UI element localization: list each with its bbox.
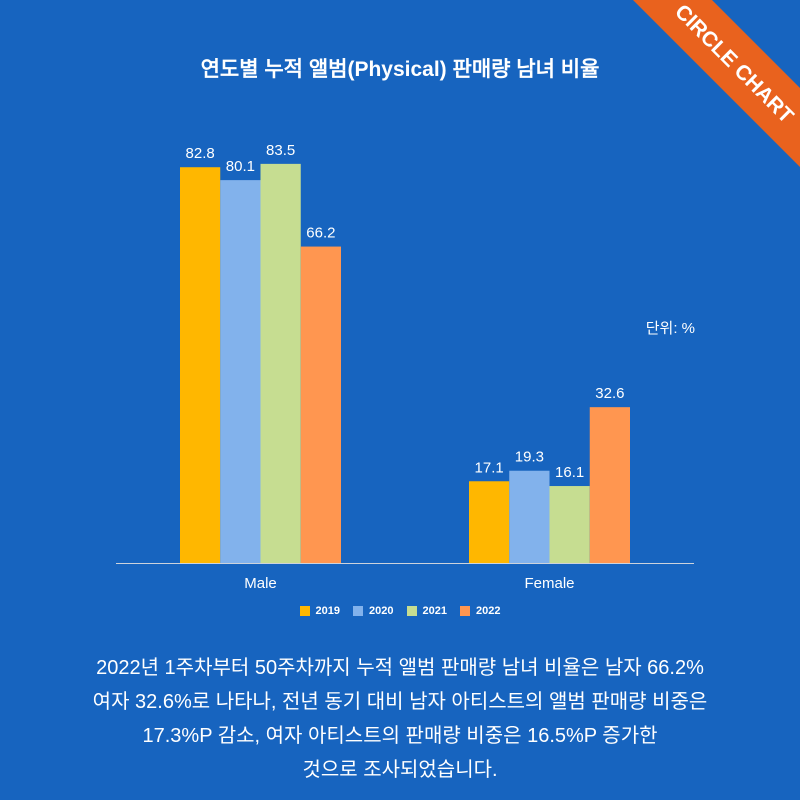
unit-label: 단위: % bbox=[646, 320, 695, 337]
legend-item-2020: 2020 bbox=[353, 604, 394, 618]
bar-male-2020 bbox=[220, 180, 261, 563]
data-label-male-2019: 82.8 bbox=[186, 145, 215, 162]
bar-male-2021 bbox=[260, 163, 301, 563]
legend-item-2021: 2021 bbox=[406, 604, 447, 618]
summary-line-1: 2022년 1주차부터 50주차까지 누적 앨범 판매량 남녀 비율은 남자 6… bbox=[96, 657, 704, 679]
data-label-male-2022: 66.2 bbox=[306, 225, 335, 242]
data-label-male-2021: 83.5 bbox=[266, 142, 295, 159]
summary-line-3: 17.3%P 감소, 여자 아티스트의 판매량 비중은 16.5%P 증가한 bbox=[142, 725, 658, 747]
bar-female-2019 bbox=[469, 481, 510, 563]
legend-label-2020: 2020 bbox=[369, 605, 394, 617]
chart-legend: 2019 2020 2021 2022 bbox=[0, 604, 800, 618]
x-tick-label-male: Male bbox=[244, 575, 277, 592]
data-label-male-2020: 80.1 bbox=[226, 158, 255, 175]
legend-swatch-2022 bbox=[459, 606, 470, 616]
bar-female-2021 bbox=[549, 486, 590, 563]
bar-female-2022 bbox=[589, 407, 630, 563]
legend-swatch-2021 bbox=[406, 606, 417, 616]
bar-female-2020 bbox=[509, 470, 550, 563]
data-label-female-2020: 19.3 bbox=[515, 449, 544, 466]
legend-label-2021: 2021 bbox=[422, 605, 447, 617]
summary-text: 2022년 1주차부터 50주차까지 누적 앨범 판매량 남녀 비율은 남자 6… bbox=[0, 651, 800, 787]
data-label-female-2021: 16.1 bbox=[555, 464, 584, 481]
legend-item-2019: 2019 bbox=[299, 604, 341, 618]
chart-marks: 82.8 80.1 83.5 66.2 Male 17.1 19.3 16.1 32.6 Fema… bbox=[116, 142, 694, 592]
legend-swatch-2019 bbox=[299, 606, 310, 616]
summary-line-2: 여자 32.6%로 나타나, 전년 동기 대비 남자 아티스트의 앨범 판매량 … bbox=[92, 691, 708, 713]
legend-label-2022: 2022 bbox=[475, 605, 501, 617]
chart-title: 연도별 누적 앨범(Physical) 판매량 남녀 비율 bbox=[200, 58, 600, 81]
legend-swatch-2020 bbox=[353, 606, 364, 616]
x-tick-label-female: Female bbox=[524, 575, 574, 592]
corner-ribbon: CIRCLE CHART bbox=[633, 0, 800, 167]
bar-chart: 82.8 80.1 83.5 66.2 Male 17.1 19.3 16.1 32.6 Fema… bbox=[116, 142, 695, 592]
legend-label-2019: 2019 bbox=[315, 605, 341, 617]
summary-line-4: 것으로 조사되었습니다. bbox=[302, 759, 498, 781]
legend-item-2022: 2022 bbox=[459, 604, 501, 618]
data-label-female-2019: 17.1 bbox=[475, 459, 504, 476]
bar-male-2022 bbox=[300, 246, 341, 563]
corner-ribbon-band bbox=[633, 0, 800, 167]
bar-male-2019 bbox=[180, 167, 221, 563]
data-label-female-2022: 32.6 bbox=[595, 385, 624, 402]
